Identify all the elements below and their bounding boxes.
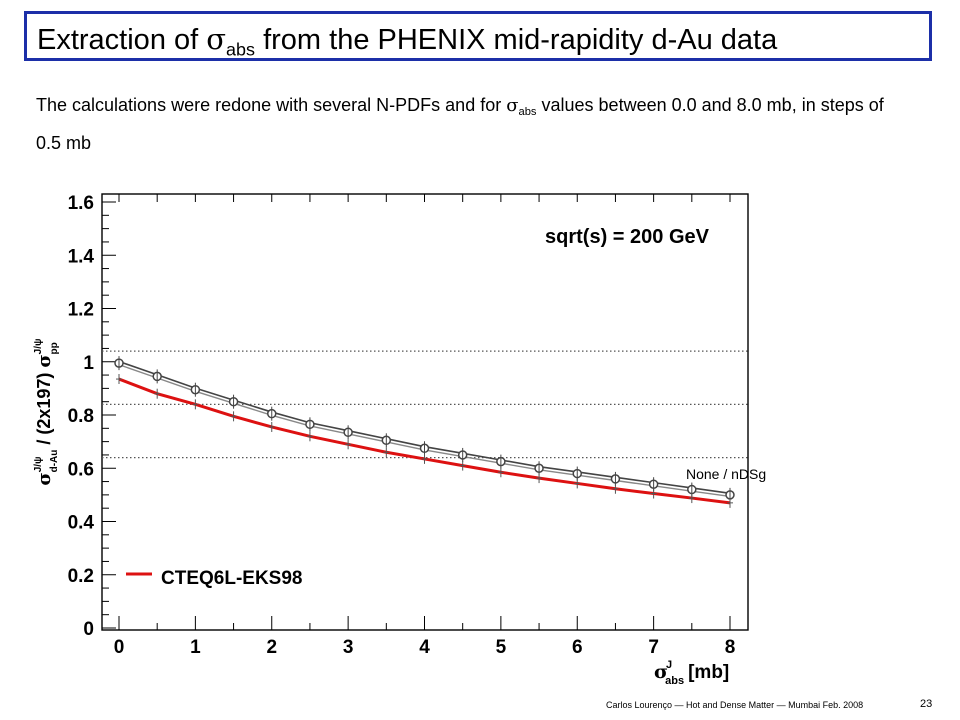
y-tick-label: 0 [83,619,94,640]
x-tick-label: 7 [648,637,659,658]
y-tick-label: 0.4 [68,513,95,534]
x-tick-label: 6 [572,637,583,658]
title-box: Extraction of σabs from the PHENIX mid-r… [24,11,932,61]
y-tick-label: 1 [83,353,94,374]
series-1 [116,374,733,508]
y-axis-label: σJ/ψ d-Au / (2x197) σJ/ψ pp [33,338,60,485]
energy-annotation: sqrt(s) = 200 GeV [545,226,710,248]
x-tick-label: 1 [190,637,201,658]
x-tick-label: 3 [343,637,354,658]
x-tick-label: 2 [266,637,277,658]
x-axis-label: σJ abs [mb] [654,659,729,687]
body-text: The calculations were redone with severa… [36,90,896,159]
y-tick-label: 0.6 [68,459,94,480]
slide-title: Extraction of σabs from the PHENIX mid-r… [37,22,777,60]
y-tick-label: 1.6 [68,193,94,214]
body-post: values between 0.0 and 8.0 mb, in steps … [36,95,884,153]
y-tick-label: 1.4 [68,246,95,267]
title-sigma: σ [206,22,227,56]
body-pre: The calculations were redone with severa… [36,95,507,115]
series-line [118,364,731,498]
y-tick-label: 1.2 [68,300,94,321]
page-number: 23 [920,698,933,710]
title-post: from the PHENIX mid-rapidity d-Au data [255,24,778,56]
x-tick-label: 4 [419,637,430,658]
series-line [118,360,731,495]
x-tick-label: 0 [114,637,125,658]
body-sigma: σ [506,95,519,116]
body-sub: abs [518,105,537,118]
title-pre: Extraction of [37,24,207,56]
series-0 [114,356,735,502]
x-tick-label: 8 [725,637,736,658]
y-tick-label: 0.2 [68,566,94,587]
x-tick-label: 5 [496,637,507,658]
series-label-none-ndsg: None / nDSg [686,466,766,482]
legend-label: CTEQ6L-EKS98 [161,568,302,589]
y-tick-label: 0.8 [68,406,94,427]
title-sub: abs [226,39,256,60]
footer-text: Carlos Lourenço — Hot and Dense Matter —… [606,700,864,710]
plot-frame [101,193,749,631]
